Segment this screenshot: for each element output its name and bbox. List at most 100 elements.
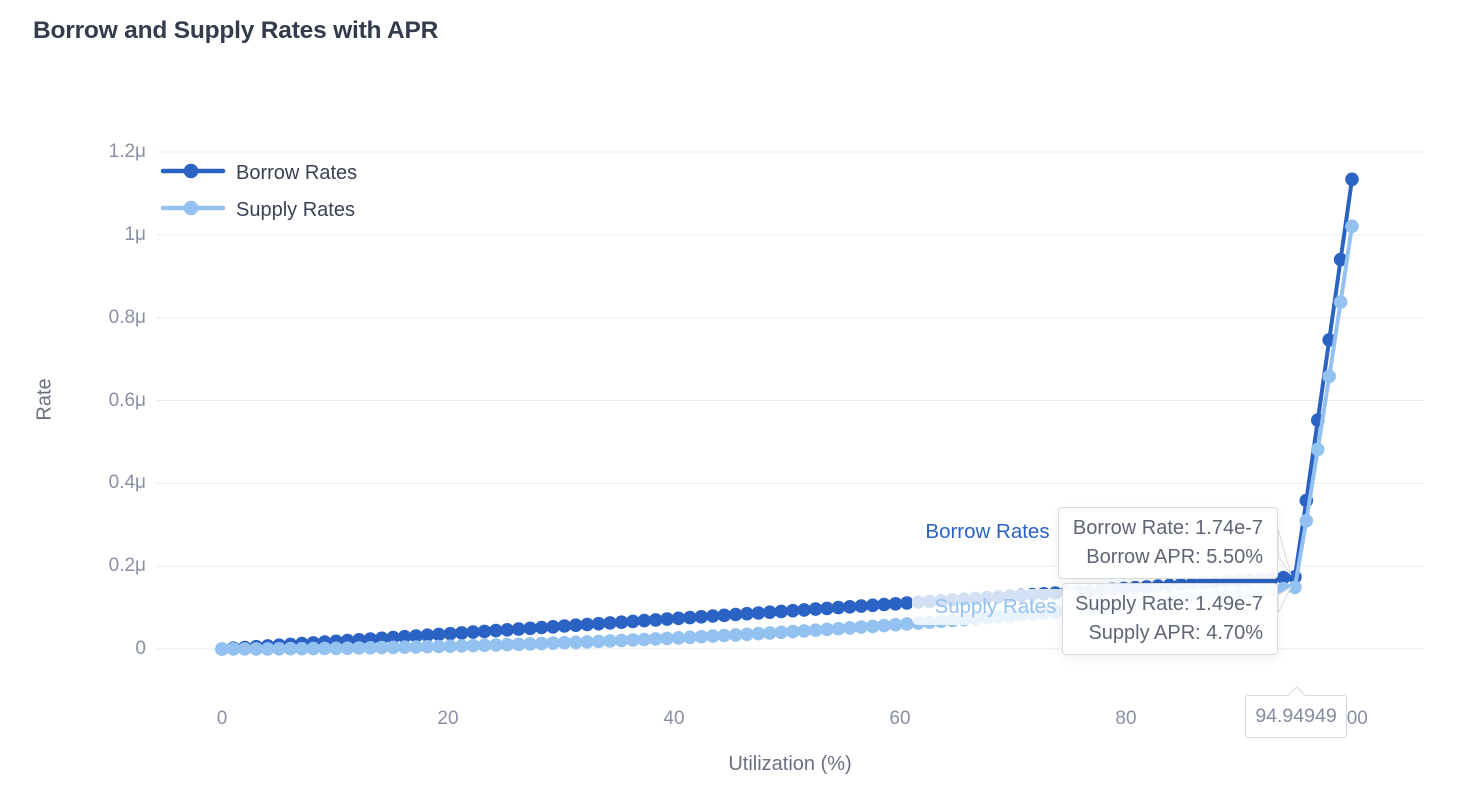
supply-data-point[interactable] — [317, 641, 332, 656]
supply-data-point[interactable] — [466, 638, 480, 653]
supply-data-point[interactable] — [295, 641, 309, 656]
supply-data-point[interactable] — [648, 632, 663, 646]
supply-data-point[interactable] — [786, 624, 800, 639]
borrow-data-point[interactable] — [386, 630, 401, 645]
borrow-data-point[interactable] — [728, 607, 743, 622]
borrow-data-point[interactable] — [603, 616, 617, 630]
borrow-data-point[interactable] — [454, 626, 469, 640]
supply-data-point[interactable] — [226, 642, 241, 656]
supply-data-point[interactable] — [774, 625, 788, 640]
legend-item-borrow[interactable]: Borrow Rates — [160, 158, 357, 188]
supply-data-point[interactable] — [877, 618, 891, 633]
supply-data-point[interactable] — [352, 641, 366, 655]
supply-data-point[interactable] — [683, 630, 697, 645]
borrow-data-point[interactable] — [580, 617, 594, 632]
supply-data-point[interactable] — [386, 640, 401, 655]
supply-data-point[interactable] — [432, 639, 446, 654]
borrow-data-point[interactable] — [1333, 252, 1348, 267]
borrow-data-point[interactable] — [591, 616, 606, 631]
borrow-data-point[interactable] — [1345, 172, 1359, 187]
borrow-data-point[interactable] — [569, 618, 583, 632]
borrow-data-point[interactable] — [877, 597, 891, 612]
supply-data-point[interactable] — [272, 642, 286, 656]
borrow-data-point[interactable] — [511, 622, 526, 636]
borrow-data-point[interactable] — [466, 625, 480, 639]
supply-data-point[interactable] — [763, 626, 777, 640]
borrow-data-point[interactable] — [843, 600, 857, 614]
supply-data-point[interactable] — [728, 628, 743, 642]
supply-data-point[interactable] — [820, 622, 834, 637]
borrow-data-point[interactable] — [397, 629, 412, 644]
supply-data-point[interactable] — [797, 624, 811, 638]
borrow-data-point[interactable] — [420, 628, 435, 642]
borrow-data-point[interactable] — [854, 599, 868, 613]
supply-data-point[interactable] — [511, 637, 526, 652]
borrow-data-point[interactable] — [774, 604, 788, 619]
borrow-data-point[interactable] — [683, 610, 697, 625]
supply-data-point[interactable] — [740, 627, 754, 642]
borrow-data-point[interactable] — [534, 620, 549, 635]
supply-data-point[interactable] — [409, 640, 423, 654]
supply-data-point[interactable] — [1345, 219, 1359, 234]
supply-data-point[interactable] — [1322, 369, 1336, 384]
supply-data-point[interactable] — [215, 642, 229, 656]
borrow-data-point[interactable] — [740, 606, 754, 621]
borrow-data-point[interactable] — [671, 611, 686, 626]
supply-data-point[interactable] — [260, 642, 275, 656]
supply-data-point[interactable] — [591, 634, 606, 649]
supply-data-point[interactable] — [1333, 295, 1348, 309]
supply-data-point[interactable] — [306, 641, 321, 656]
borrow-data-point[interactable] — [820, 601, 834, 616]
borrow-data-point[interactable] — [637, 613, 652, 628]
supply-data-point[interactable] — [340, 641, 355, 655]
supply-data-point[interactable] — [603, 634, 617, 648]
supply-data-point[interactable] — [375, 640, 389, 655]
supply-data-point[interactable] — [637, 632, 652, 647]
supply-data-point[interactable] — [614, 633, 629, 648]
borrow-data-point[interactable] — [706, 609, 720, 623]
supply-data-point[interactable] — [843, 621, 857, 635]
supply-data-point[interactable] — [534, 636, 549, 651]
borrow-data-point[interactable] — [432, 627, 446, 642]
supply-data-point[interactable] — [454, 639, 469, 653]
supply-data-point[interactable] — [489, 638, 503, 652]
borrow-data-point[interactable] — [557, 619, 572, 633]
supply-data-point[interactable] — [626, 633, 640, 647]
supply-data-point[interactable] — [671, 631, 686, 645]
borrow-data-point[interactable] — [500, 623, 515, 637]
borrow-data-point[interactable] — [409, 629, 423, 643]
supply-data-point[interactable] — [1311, 442, 1325, 457]
borrow-data-point[interactable] — [477, 624, 492, 639]
borrow-data-point[interactable] — [443, 626, 458, 641]
supply-data-point[interactable] — [717, 628, 731, 643]
supply-data-point[interactable] — [751, 626, 766, 641]
borrow-data-point[interactable] — [888, 597, 903, 611]
supply-data-point[interactable] — [1288, 580, 1302, 595]
supply-data-point[interactable] — [831, 621, 846, 636]
supply-data-point[interactable] — [557, 635, 572, 650]
supply-data-point[interactable] — [865, 619, 880, 634]
supply-data-point[interactable] — [420, 639, 435, 654]
supply-data-point[interactable] — [1299, 514, 1314, 528]
borrow-data-point[interactable] — [751, 606, 766, 620]
supply-data-point[interactable] — [694, 629, 709, 644]
supply-data-point[interactable] — [580, 635, 594, 649]
borrow-data-point[interactable] — [831, 600, 846, 615]
supply-data-point[interactable] — [546, 636, 560, 650]
supply-data-point[interactable] — [397, 640, 412, 654]
supply-data-point[interactable] — [900, 617, 914, 631]
supply-data-point[interactable] — [238, 642, 252, 656]
supply-data-point[interactable] — [477, 638, 492, 653]
borrow-data-point[interactable] — [489, 623, 503, 638]
supply-data-point[interactable] — [808, 623, 823, 637]
supply-data-point[interactable] — [329, 641, 343, 656]
supply-data-point[interactable] — [523, 637, 537, 651]
borrow-data-point[interactable] — [546, 620, 560, 634]
borrow-data-point[interactable] — [763, 605, 777, 619]
borrow-data-point[interactable] — [786, 603, 800, 618]
supply-data-point[interactable] — [283, 641, 298, 656]
borrow-data-point[interactable] — [1276, 570, 1291, 585]
supply-data-point[interactable] — [249, 642, 263, 656]
borrow-data-point[interactable] — [717, 608, 731, 623]
